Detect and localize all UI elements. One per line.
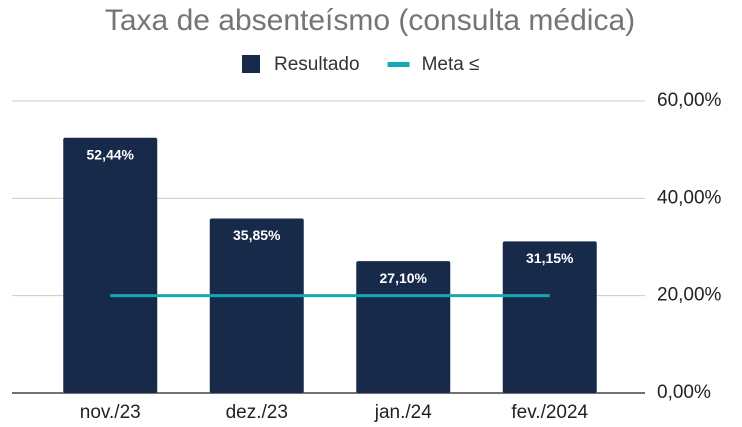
x-tick-label: jan./24: [374, 402, 432, 423]
legend-swatch: [387, 62, 410, 67]
y-tick-label: 20,00%: [657, 285, 722, 306]
x-tick-label: dez./23: [226, 402, 288, 423]
legend-label: Resultado: [274, 54, 360, 75]
y-tick-label: 0,00%: [657, 382, 711, 403]
legend-label: Meta ≤: [422, 54, 480, 75]
data-label: 35,85%: [233, 227, 281, 243]
data-label: 31,15%: [526, 250, 574, 266]
y-tick-label: 40,00%: [657, 187, 722, 208]
x-tick-label: nov./23: [80, 402, 141, 423]
chart-title: Taxa de absenteísmo (consulta médica): [105, 4, 635, 37]
y-tick-label: 60,00%: [657, 90, 722, 111]
bar: [356, 261, 451, 393]
legend-swatch: [242, 55, 260, 73]
x-tick-label: fev./2024: [511, 402, 588, 423]
bar: [209, 218, 304, 393]
bar: [502, 241, 597, 393]
data-label: 52,44%: [87, 146, 135, 162]
bar: [63, 137, 158, 393]
data-label: 27,10%: [380, 270, 428, 286]
